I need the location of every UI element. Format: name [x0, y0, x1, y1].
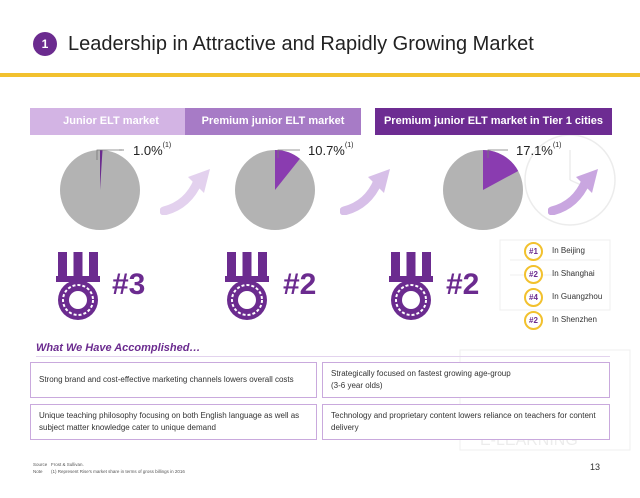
medal-icon: [389, 252, 433, 320]
accomplishment-text: Technology and proprietary content lower…: [331, 411, 596, 432]
footnotes: Source Frost & Sullivan. Note (1) Represen…: [33, 461, 185, 475]
city-rank-badge: #4: [524, 288, 543, 307]
header: 1 Leadership in Attractive and Rapidly G…: [0, 0, 640, 80]
footnote-source-key: Source: [33, 462, 48, 467]
arrow-icon: [160, 169, 210, 215]
segment-banner-tier1: Premium junior ELT market in Tier 1 citi…: [375, 108, 612, 135]
share-label-tier1: 17.1%(1): [516, 142, 562, 158]
city-name: In Shanghai: [552, 269, 595, 278]
city-rank-badge: #1: [524, 242, 543, 261]
pie-chart-junior: [60, 150, 140, 230]
arrow-icon: [340, 169, 390, 215]
accomplishments-divider: [36, 356, 610, 357]
accomplishment-text: Strong brand and cost-effective marketin…: [39, 375, 294, 384]
pie-slice-share: [100, 150, 103, 190]
share-label-premium: 10.7%(1): [308, 142, 354, 158]
accomplishment-box: Strategically focused on fastest growing…: [322, 362, 610, 398]
footnote-note-text: (1) Represent Rise's market share in ter…: [51, 469, 185, 474]
city-rank-badge: #2: [524, 265, 543, 284]
page-number: 13: [590, 462, 601, 472]
accomplishment-box: Technology and proprietary content lower…: [322, 404, 610, 440]
rank-premium: #2: [283, 268, 317, 301]
medal-icon: [56, 252, 100, 320]
medal-icon: [225, 252, 269, 320]
segment-banner-premium: Premium junior ELT market: [185, 108, 361, 135]
section-number-badge: 1: [33, 32, 57, 56]
accomplishments-heading: What We Have Accomplished…: [36, 342, 201, 354]
pie-chart-tier1: [443, 150, 523, 230]
arrow-icon: [548, 169, 598, 215]
city-name: In Guangzhou: [552, 292, 603, 301]
footnote-source-text: Frost & Sullivan.: [51, 462, 84, 467]
share-label-junior: 1.0%(1): [133, 142, 172, 158]
segment-banner-junior: Junior ELT market: [30, 108, 192, 135]
accomplishment-box: Unique teaching philosophy focusing on b…: [30, 404, 317, 440]
accomplishment-box: Strong brand and cost-effective marketin…: [30, 362, 317, 398]
title-underline: [0, 73, 640, 77]
page-title: Leadership in Attractive and Rapidly Gro…: [68, 33, 534, 55]
accomplishment-text: Unique teaching philosophy focusing on b…: [39, 411, 300, 432]
pie-chart-premium: [235, 150, 315, 230]
city-name: In Beijing: [552, 246, 585, 255]
pie-slice-share: [483, 150, 519, 190]
city-name: In Shenzhen: [552, 315, 597, 324]
rank-junior: #3: [112, 268, 146, 301]
pie-slice-share: [275, 150, 300, 190]
rank-tier1: #2: [446, 268, 480, 301]
accomplishment-text: Strategically focused on fastest growing…: [331, 369, 511, 390]
footnote-note-key: Note: [33, 469, 43, 474]
city-rank-badge: #2: [524, 311, 543, 330]
